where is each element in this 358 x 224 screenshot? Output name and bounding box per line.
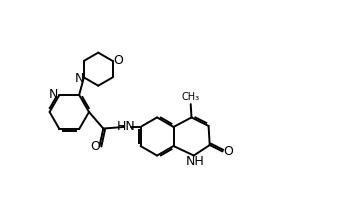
Text: NH: NH: [185, 155, 204, 168]
Text: O: O: [90, 140, 100, 153]
Text: N: N: [48, 88, 58, 101]
Text: O: O: [113, 54, 123, 67]
Text: CH₃: CH₃: [182, 92, 200, 102]
Text: O: O: [223, 145, 233, 158]
Text: HN: HN: [116, 120, 135, 133]
Text: N: N: [75, 72, 84, 85]
